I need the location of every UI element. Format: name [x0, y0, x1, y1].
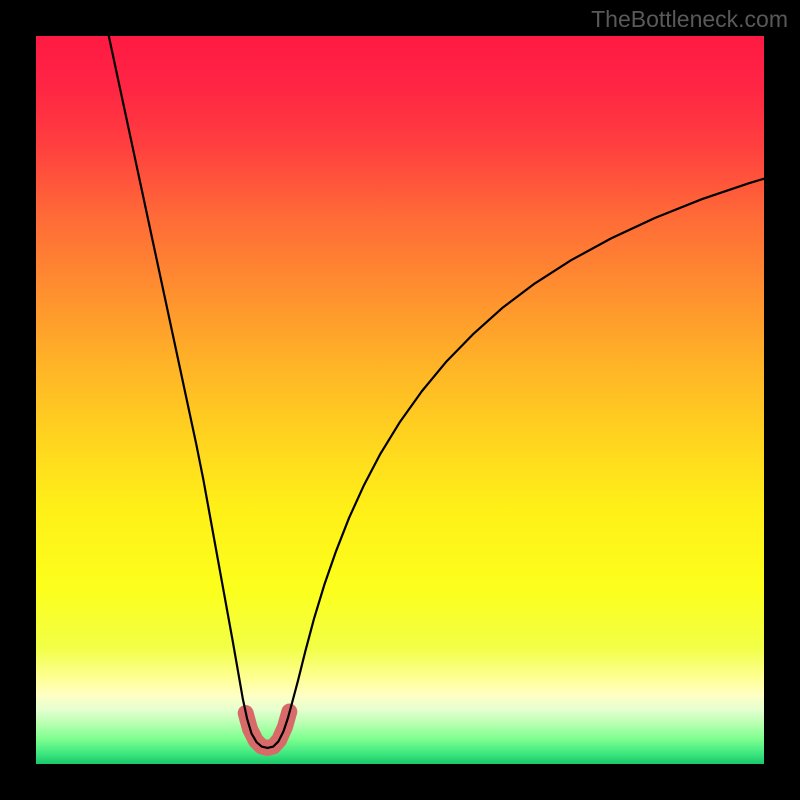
- curve-layer: [36, 36, 764, 764]
- optimal-range-highlight: [246, 712, 290, 748]
- watermark-label: TheBottleneck.com: [591, 6, 788, 33]
- plot-area: [36, 36, 764, 764]
- bottleneck-curve: [109, 36, 764, 748]
- chart-stage: TheBottleneck.com: [0, 0, 800, 800]
